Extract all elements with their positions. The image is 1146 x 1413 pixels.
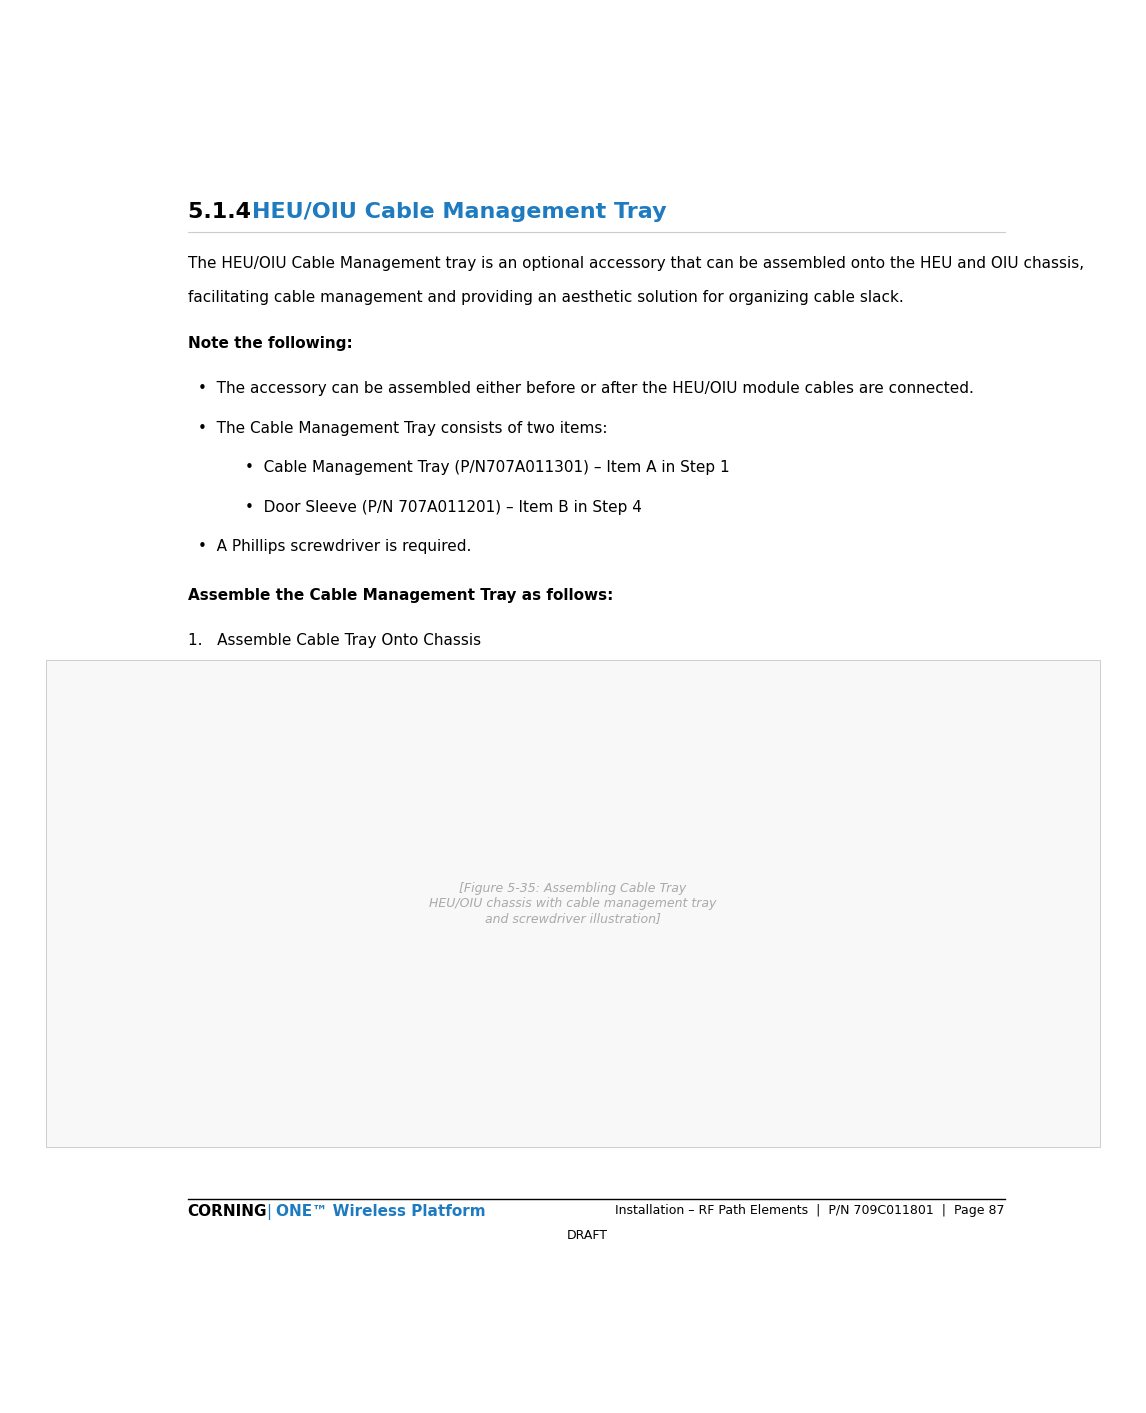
- Text: Assemble the Cable Management Tray as follows:: Assemble the Cable Management Tray as fo…: [188, 588, 613, 602]
- Text: 1.   Assemble Cable Tray Onto Chassis: 1. Assemble Cable Tray Onto Chassis: [188, 633, 481, 647]
- Text: •  The Cable Management Tray consists of two items:: • The Cable Management Tray consists of …: [198, 421, 607, 435]
- Text: Note the following:: Note the following:: [188, 336, 353, 352]
- Text: The HEU/OIU Cable Management tray is an optional accessory that can be assembled: The HEU/OIU Cable Management tray is an …: [188, 256, 1084, 270]
- Text: |: |: [266, 1204, 270, 1221]
- Text: •  Cable Management Tray (P/N707A011301) – Item A in Step 1: • Cable Management Tray (P/N707A011301) …: [245, 461, 730, 475]
- Text: HEU/OIU Cable Management Tray: HEU/OIU Cable Management Tray: [252, 202, 666, 222]
- Text: ONE™ Wireless Platform: ONE™ Wireless Platform: [276, 1204, 486, 1219]
- Text: 5.1.4: 5.1.4: [188, 202, 282, 222]
- Text: •  A Phillips screwdriver is required.: • A Phillips screwdriver is required.: [198, 540, 472, 554]
- Text: Installation – RF Path Elements  |  P/N 709C011801  |  Page 87: Installation – RF Path Elements | P/N 70…: [615, 1204, 1005, 1217]
- Text: [Figure 5-35: Assembling Cable Tray
HEU/OIU chassis with cable management tray
a: [Figure 5-35: Assembling Cable Tray HEU/…: [430, 882, 716, 926]
- Text: CORNING: CORNING: [188, 1204, 267, 1219]
- FancyBboxPatch shape: [46, 660, 1100, 1147]
- Text: DRAFT: DRAFT: [567, 1229, 607, 1242]
- Text: facilitating cable management and providing an aesthetic solution for organizing: facilitating cable management and provid…: [188, 290, 903, 305]
- Text: •  Door Sleeve (P/N 707A011201) – Item B in Step 4: • Door Sleeve (P/N 707A011201) – Item B …: [245, 500, 642, 514]
- Text: •  The accessory can be assembled either before or after the HEU/OIU module cabl: • The accessory can be assembled either …: [198, 382, 974, 396]
- Text: Figure 5-35. Assembling Cable Tray: Figure 5-35. Assembling Cable Tray: [188, 1067, 432, 1081]
